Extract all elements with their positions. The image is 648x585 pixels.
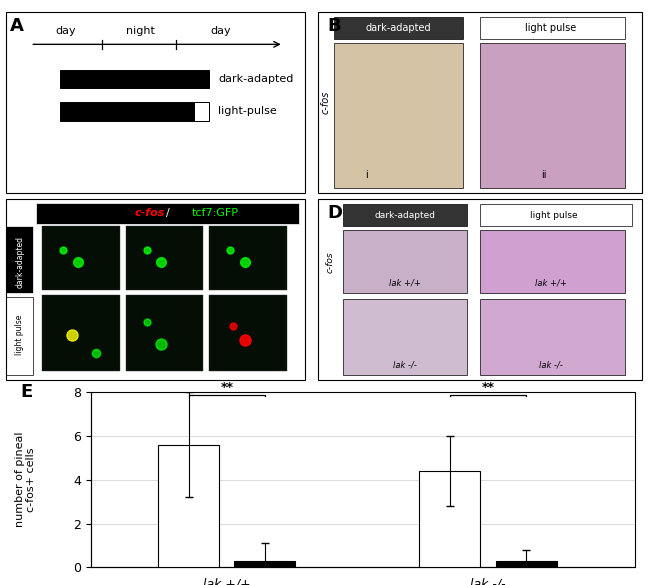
- Text: night: night: [126, 26, 155, 36]
- Bar: [158, 445, 219, 567]
- Text: tcf7:GFP: tcf7:GFP: [192, 208, 238, 218]
- Bar: [60, 70, 209, 88]
- Text: light pulse: light pulse: [525, 23, 577, 33]
- Bar: [343, 204, 467, 226]
- Text: D: D: [327, 204, 342, 222]
- Bar: [209, 226, 286, 290]
- Bar: [6, 199, 305, 380]
- Bar: [126, 295, 203, 371]
- Text: light pulse: light pulse: [530, 211, 578, 220]
- Bar: [6, 297, 33, 375]
- Bar: [6, 226, 33, 293]
- Text: day: day: [211, 26, 231, 36]
- Text: **: **: [220, 381, 233, 394]
- Text: lak +/+: lak +/+: [389, 279, 421, 288]
- Bar: [318, 199, 642, 380]
- Text: c-fos: c-fos: [326, 252, 335, 273]
- Bar: [60, 102, 194, 121]
- Bar: [343, 230, 467, 293]
- Text: i: i: [365, 170, 367, 180]
- Text: dark-adapted: dark-adapted: [218, 74, 294, 84]
- Text: c-fos: c-fos: [321, 91, 330, 114]
- Text: c-fos: c-fos: [134, 208, 165, 218]
- Text: dark-adapted: dark-adapted: [365, 23, 432, 33]
- Text: E: E: [20, 383, 32, 401]
- Bar: [343, 299, 467, 375]
- Text: /: /: [166, 208, 169, 218]
- Y-axis label: number of pineal
c-fos+ cells: number of pineal c-fos+ cells: [15, 432, 36, 528]
- Text: A: A: [10, 17, 23, 35]
- Text: C: C: [16, 204, 29, 222]
- Bar: [480, 17, 625, 39]
- Bar: [419, 471, 480, 567]
- Bar: [36, 202, 299, 224]
- Text: B: B: [327, 17, 341, 35]
- Bar: [91, 392, 635, 567]
- Bar: [6, 12, 305, 193]
- Bar: [480, 230, 625, 293]
- Bar: [334, 17, 463, 39]
- Text: day: day: [56, 26, 76, 36]
- Bar: [235, 561, 295, 567]
- Text: dark-adapted: dark-adapted: [375, 211, 435, 220]
- Bar: [334, 43, 463, 188]
- Bar: [480, 204, 632, 226]
- Bar: [318, 12, 642, 193]
- Bar: [480, 299, 625, 375]
- Text: lak +/+: lak +/+: [535, 279, 567, 288]
- Text: **: **: [481, 381, 494, 394]
- Bar: [480, 43, 625, 188]
- Text: light-pulse: light-pulse: [218, 106, 277, 116]
- Text: ii: ii: [542, 170, 547, 180]
- Text: lak -/-: lak -/-: [539, 360, 562, 369]
- Bar: [496, 561, 557, 567]
- Text: lak -/-: lak -/-: [393, 360, 417, 369]
- Bar: [42, 295, 120, 371]
- Bar: [194, 102, 209, 121]
- Bar: [209, 295, 286, 371]
- Text: dark-adapted: dark-adapted: [16, 236, 25, 288]
- Bar: [126, 226, 203, 290]
- Text: light pulse: light pulse: [16, 315, 25, 355]
- Bar: [42, 226, 120, 290]
